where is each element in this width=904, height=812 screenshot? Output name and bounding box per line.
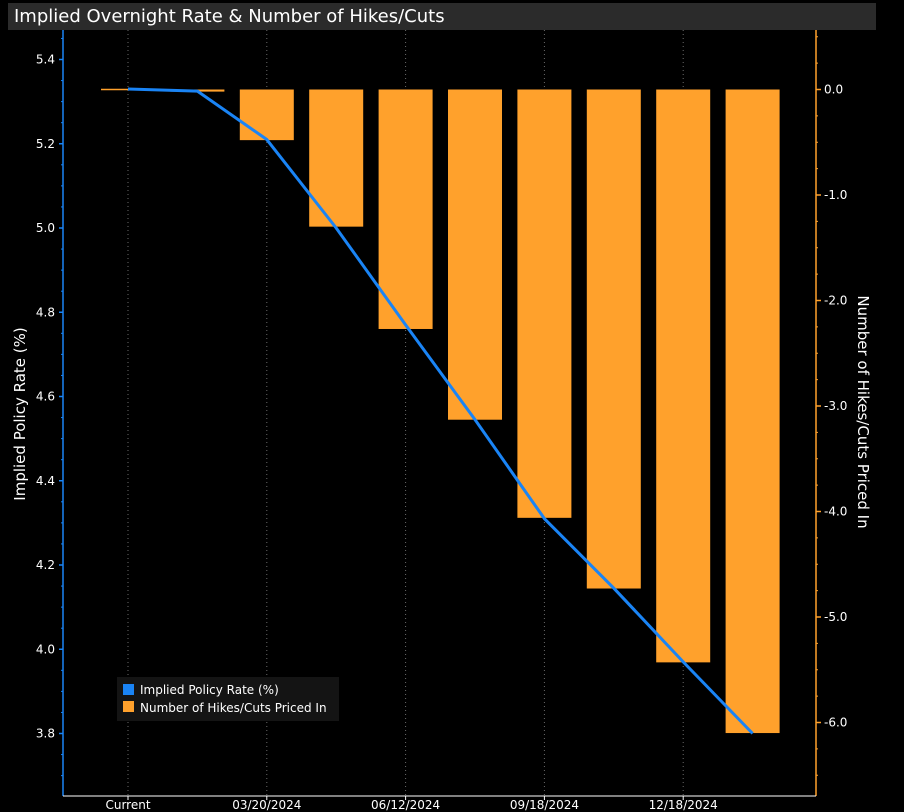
- axes: [62, 30, 817, 797]
- x-tick-label-0: Current: [105, 798, 150, 812]
- y-axis-right-label: Number of Hikes/Cuts Priced In: [854, 295, 872, 528]
- right-tick-label-0: 0.0: [824, 83, 843, 97]
- left-tick-label-7: 5.2: [36, 137, 55, 151]
- left-tick-label-5: 4.8: [36, 305, 55, 319]
- left-tick-label-4: 4.6: [36, 390, 55, 404]
- line-series: [127, 87, 754, 735]
- left-tick-label-8: 5.4: [36, 53, 55, 67]
- legend-label-line: Implied Policy Rate (%): [140, 683, 279, 697]
- bar-8: [656, 89, 711, 663]
- left-tick-label-1: 4.0: [36, 642, 55, 656]
- right-tick-label-2: -2.0: [824, 294, 847, 308]
- legend-swatch-bar: [123, 701, 134, 712]
- legend-swatch-line: [123, 684, 134, 695]
- x-tick-label-2: 06/12/2024: [371, 798, 440, 812]
- chart-title: Implied Overnight Rate & Number of Hikes…: [8, 3, 876, 30]
- bar-4: [378, 89, 433, 329]
- left-axis-ticks: 3.8 4.0 4.2 4.4 4.6 4.8 5.0 5.2 5.4: [36, 37, 63, 777]
- left-tick-label-3: 4.4: [36, 474, 55, 488]
- right-tick-label-6: -6.0: [824, 716, 847, 730]
- right-tick-label-1: -1.0: [824, 188, 847, 202]
- bar-series: [101, 88, 780, 734]
- legend-box: [117, 677, 339, 721]
- bar-5: [448, 89, 502, 420]
- bar-7: [586, 89, 641, 589]
- bar-9: [725, 89, 780, 734]
- x-tick-label-4: 12/18/2024: [649, 798, 718, 812]
- right-tick-label-3: -3.0: [824, 399, 847, 413]
- legend: Implied Policy Rate (%) Number of Hikes/…: [117, 677, 339, 721]
- right-tick-label-4: -4.0: [824, 505, 847, 519]
- right-axis-ticks: 0.0 -1.0 -2.0 -3.0 -4.0 -5.0 -6.0: [816, 36, 847, 776]
- legend-label-bar: Number of Hikes/Cuts Priced In: [140, 701, 327, 715]
- y-axis-left-label: Implied Policy Rate (%): [11, 327, 29, 500]
- bar-6: [517, 89, 572, 518]
- left-tick-label-2: 4.2: [36, 558, 55, 572]
- line-implied-policy-rate: [127, 87, 754, 735]
- x-tick-label-1: 03/20/2024: [232, 798, 301, 812]
- right-tick-label-5: -5.0: [824, 610, 847, 624]
- bar-2: [239, 89, 294, 141]
- left-tick-label-0: 3.8: [36, 727, 55, 741]
- x-tick-label-3: 09/18/2024: [510, 798, 579, 812]
- x-axis-ticks: Current 03/20/2024 06/12/2024 09/18/2024 12/…: [105, 796, 718, 812]
- left-tick-label-6: 5.0: [36, 221, 55, 235]
